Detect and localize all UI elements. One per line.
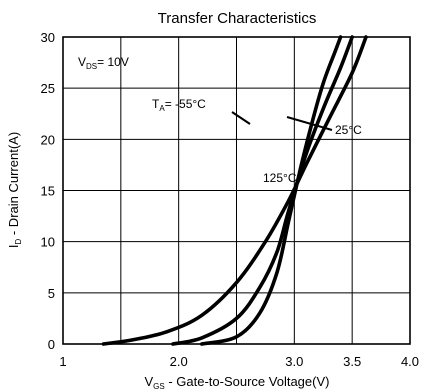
- leader-line-low: [231, 111, 251, 125]
- curve-series-1: [171, 35, 354, 346]
- plot-frame: [62, 36, 411, 345]
- x-tick-label: 4.0: [401, 354, 419, 369]
- curve-series-2: [101, 35, 368, 346]
- x-tick-label: 1: [59, 354, 66, 369]
- y-tick-label: 25: [41, 81, 55, 96]
- y-tick-label: 30: [41, 30, 55, 45]
- temp-label-low: TA= -55°C: [152, 97, 206, 113]
- y-axis-label: ID - Drain Current(A): [6, 132, 23, 248]
- chart-title: Transfer Characteristics: [158, 10, 317, 27]
- curves: [101, 35, 368, 346]
- x-tick-label: 3.5: [343, 354, 361, 369]
- y-tick-label: 0: [48, 337, 55, 352]
- y-tick-label: 5: [48, 286, 55, 301]
- x-tick-label: 3.0: [285, 354, 303, 369]
- leader-line-mid: [286, 116, 333, 131]
- temp-label-high: 125°C: [263, 171, 297, 185]
- y-tick-label: 15: [41, 184, 55, 199]
- y-tick-label: 20: [41, 132, 55, 147]
- temp-label-mid: 25°C: [335, 123, 362, 137]
- x-tick-label: 2.0: [170, 354, 188, 369]
- vds-annotation: VDS= 10V: [78, 55, 129, 71]
- grid: [62, 36, 411, 345]
- x-axis-label: VGS - Gate-to-Source Voltage(V): [145, 374, 330, 390]
- tick-labels: 0 5 10 15 20 25 30 1 2.0 3.0 3.5 4.0: [41, 30, 420, 369]
- y-tick-label: 10: [41, 235, 55, 250]
